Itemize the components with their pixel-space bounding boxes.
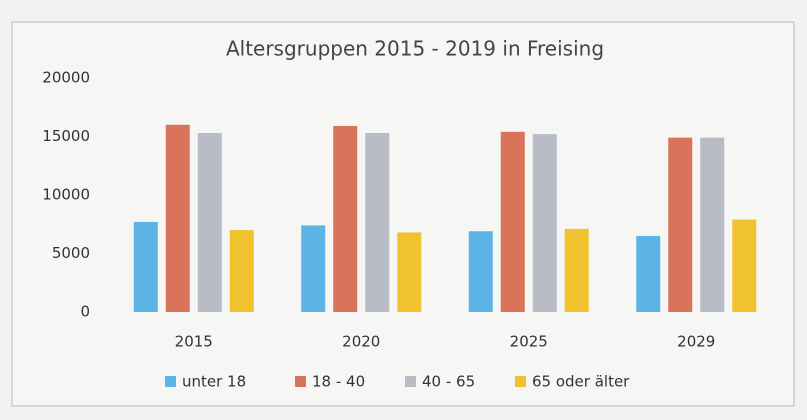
x-tick-label: 2025 bbox=[510, 333, 548, 351]
legend-swatch bbox=[405, 376, 416, 387]
bar bbox=[301, 225, 326, 312]
bar bbox=[197, 132, 222, 312]
bar bbox=[732, 219, 757, 312]
bar bbox=[500, 131, 525, 312]
bar bbox=[229, 230, 254, 312]
x-tick-label: 2015 bbox=[175, 333, 213, 351]
legend-swatch bbox=[515, 376, 526, 387]
bar bbox=[564, 228, 589, 312]
bar bbox=[397, 232, 422, 312]
bar bbox=[365, 132, 390, 312]
bar bbox=[532, 134, 557, 312]
legend-swatch bbox=[295, 376, 306, 387]
chart-frame bbox=[11, 21, 795, 407]
x-tick-label: 2029 bbox=[677, 333, 715, 351]
x-tick-label: 2020 bbox=[342, 333, 380, 351]
bar bbox=[700, 137, 725, 312]
legend-label: unter 18 bbox=[182, 373, 246, 391]
bar bbox=[468, 231, 493, 312]
y-tick-label: 10000 bbox=[42, 186, 90, 204]
bar bbox=[668, 137, 693, 312]
y-tick-label: 20000 bbox=[42, 69, 90, 87]
legend-label: 18 - 40 bbox=[312, 373, 365, 391]
y-tick-label: 5000 bbox=[52, 244, 90, 262]
legend-swatch bbox=[165, 376, 176, 387]
y-tick-label: 0 bbox=[80, 303, 90, 321]
y-tick-label: 15000 bbox=[42, 127, 90, 145]
legend-label: 65 oder älter bbox=[532, 373, 630, 391]
bar bbox=[333, 125, 358, 312]
bar bbox=[133, 221, 158, 312]
legend-label: 40 - 65 bbox=[422, 373, 475, 391]
bar bbox=[165, 124, 190, 312]
bar bbox=[636, 235, 661, 312]
chart-title: Altersgruppen 2015 - 2019 in Freising bbox=[226, 37, 604, 61]
